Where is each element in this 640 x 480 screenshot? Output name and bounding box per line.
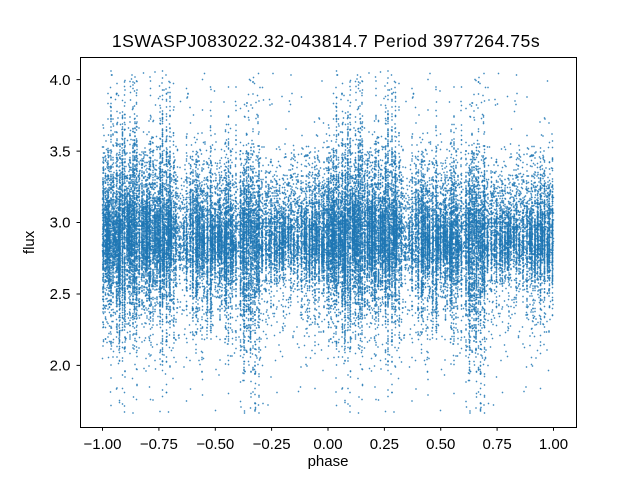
svg-text:−0.75: −0.75 bbox=[140, 436, 178, 453]
svg-text:−0.50: −0.50 bbox=[196, 436, 234, 453]
svg-text:0.00: 0.00 bbox=[313, 436, 342, 453]
svg-text:0.75: 0.75 bbox=[482, 436, 511, 453]
svg-text:−0.25: −0.25 bbox=[253, 436, 291, 453]
svg-text:0.50: 0.50 bbox=[426, 436, 455, 453]
svg-text:0.25: 0.25 bbox=[370, 436, 399, 453]
svg-text:1.00: 1.00 bbox=[539, 436, 568, 453]
svg-text:phase: phase bbox=[308, 453, 349, 470]
svg-text:−1.00: −1.00 bbox=[84, 436, 122, 453]
svg-text:1SWASPJ083022.32-043814.7 Peri: 1SWASPJ083022.32-043814.7 Period 3977264… bbox=[112, 31, 540, 51]
svg-text:flux: flux bbox=[21, 230, 38, 254]
svg-text:2.0: 2.0 bbox=[50, 358, 71, 375]
svg-text:3.5: 3.5 bbox=[50, 143, 71, 160]
svg-text:2.5: 2.5 bbox=[50, 286, 71, 303]
svg-text:4.0: 4.0 bbox=[50, 72, 71, 89]
svg-text:3.0: 3.0 bbox=[50, 215, 71, 232]
